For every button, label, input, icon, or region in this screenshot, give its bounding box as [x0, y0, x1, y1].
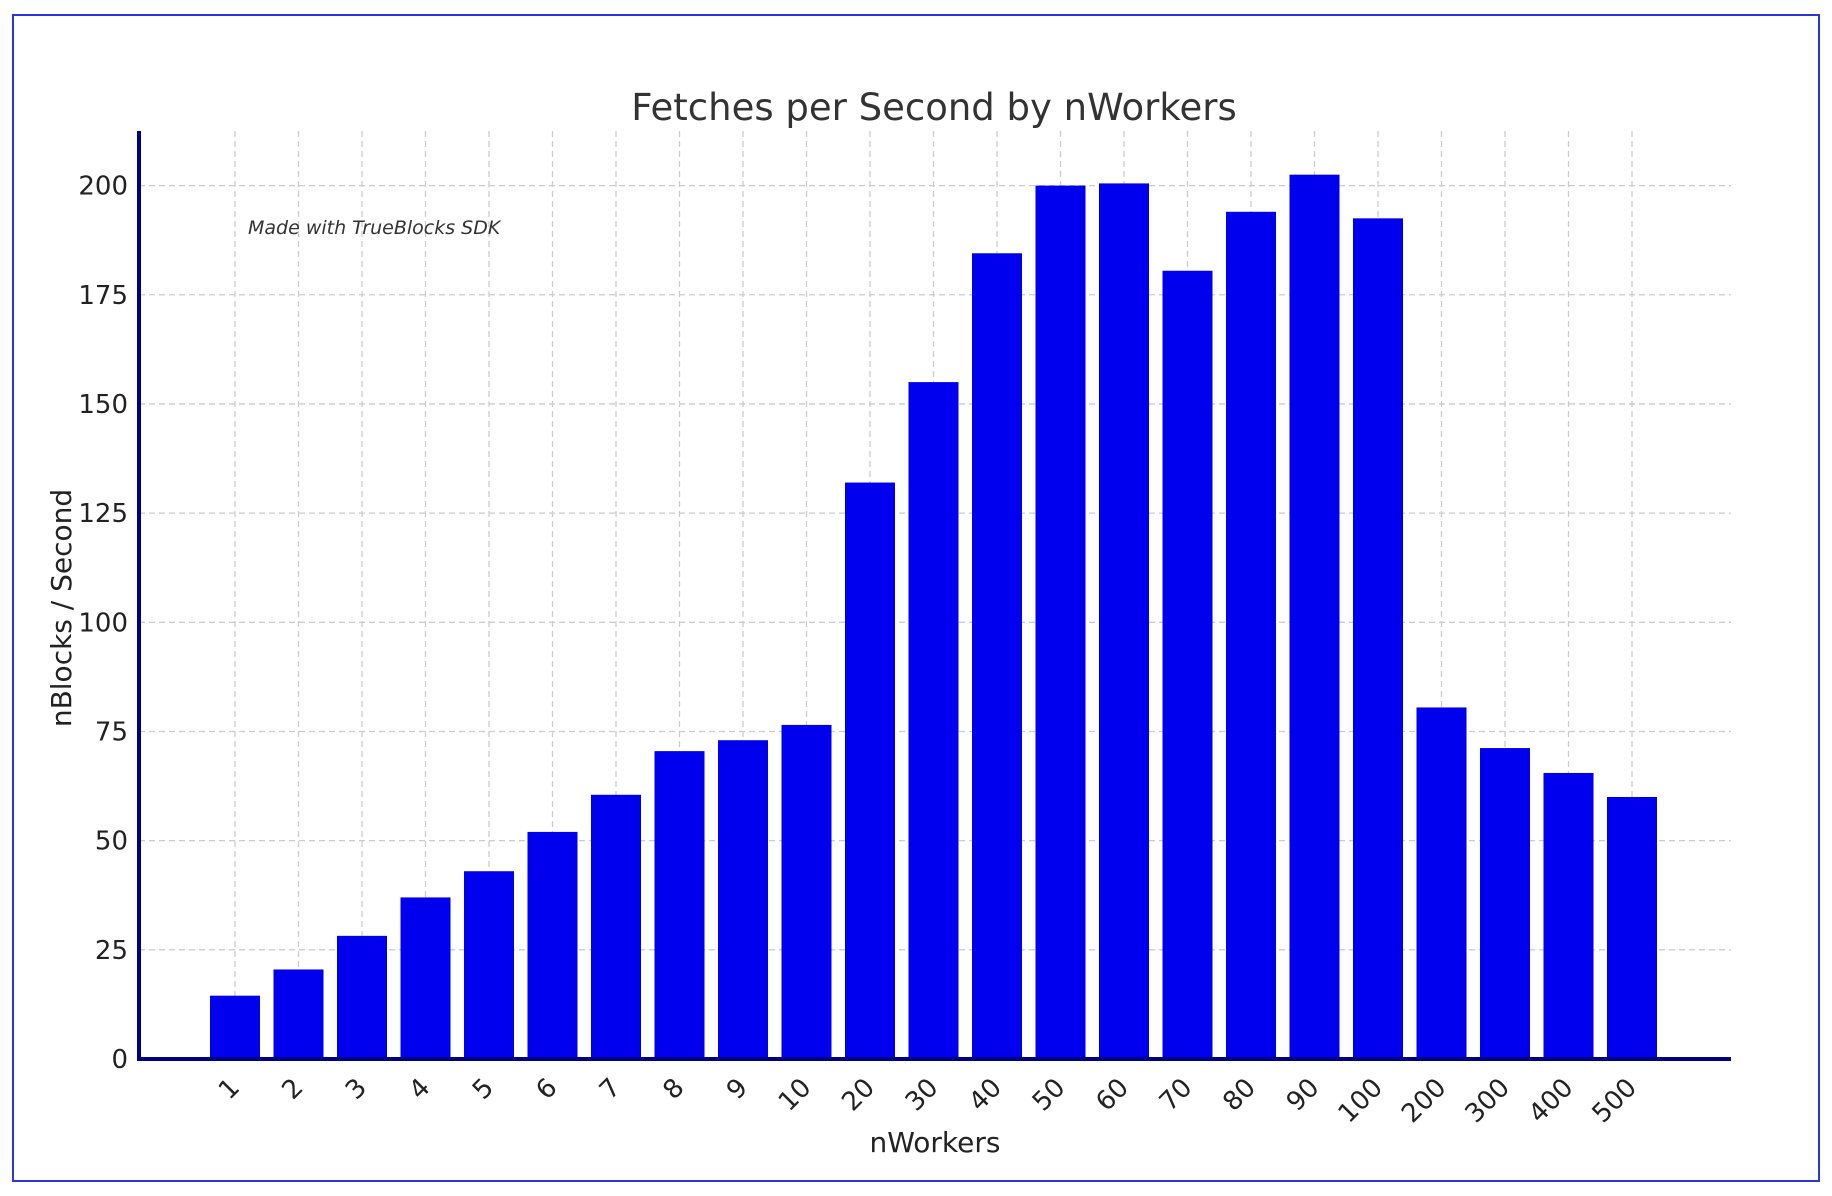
- bar-400: [1543, 772, 1594, 1059]
- bar-100: [1353, 218, 1403, 1059]
- bar-chart: 0 25 50 75 100 125 150 175 200 1 2 3 4 5 6 7 8 9 10 20 30 40 5…: [45, 86, 1731, 1159]
- x-tick-label: 30: [900, 1073, 945, 1118]
- bar-9: [718, 740, 768, 1059]
- x-tick-label: 9: [721, 1073, 754, 1106]
- bar-300: [1480, 748, 1530, 1059]
- chart-title: Fetches per Second by nWorkers: [631, 86, 1237, 129]
- x-tick-label: 10: [773, 1073, 818, 1118]
- axes: [137, 131, 1731, 1061]
- x-tick-label: 60: [1090, 1073, 1135, 1118]
- y-tick-label: 200: [78, 172, 128, 202]
- x-tick-label: 300: [1460, 1073, 1516, 1129]
- bar-2: [273, 969, 324, 1059]
- x-tick-label: 90: [1281, 1073, 1326, 1118]
- bar-1: [210, 995, 260, 1059]
- x-tick-label: 6: [531, 1073, 564, 1106]
- bar-80: [1226, 211, 1276, 1059]
- bar-20: [845, 482, 895, 1060]
- x-tick-label: 40: [963, 1073, 1008, 1118]
- bar-3: [337, 935, 387, 1059]
- y-tick-label: 50: [95, 827, 128, 857]
- y-tick-label: 25: [95, 936, 128, 966]
- bar-8: [654, 751, 705, 1059]
- bar-5: [464, 871, 514, 1059]
- y-tick-label: 175: [78, 281, 128, 311]
- bar-10: [781, 724, 832, 1059]
- x-tick-label: 500: [1587, 1073, 1643, 1129]
- bar-30: [908, 382, 959, 1059]
- bar-50: [1035, 185, 1086, 1059]
- bar-90: [1289, 174, 1340, 1059]
- x-tick-label: 1: [213, 1073, 246, 1106]
- y-tick-label: 125: [78, 499, 128, 529]
- x-axis-label: nWorkers: [870, 1126, 1001, 1159]
- x-tick-label: 100: [1333, 1073, 1389, 1129]
- y-tick-label: 75: [95, 717, 128, 747]
- x-tick-label: 8: [658, 1073, 691, 1106]
- bar-60: [1099, 183, 1149, 1059]
- x-tick-label: 400: [1523, 1073, 1579, 1129]
- bars: [210, 174, 1657, 1060]
- bar-6: [527, 831, 578, 1059]
- x-tick-label: 3: [340, 1073, 373, 1106]
- x-tick-label: 5: [467, 1073, 500, 1106]
- y-tick-label: 100: [78, 608, 128, 638]
- x-tick-label: 200: [1396, 1073, 1452, 1129]
- y-tick-label: 150: [78, 390, 128, 420]
- x-tick-label: 2: [277, 1073, 310, 1106]
- y-tick-label: 0: [111, 1045, 128, 1075]
- x-tick-label: 80: [1217, 1073, 1262, 1118]
- chart-frame: 0 25 50 75 100 125 150 175 200 1 2 3 4 5 6 7 8 9 10 20 30 40 5…: [12, 14, 1820, 1182]
- x-tick-label: 50: [1027, 1073, 1072, 1118]
- x-tick-label: 7: [594, 1073, 627, 1106]
- x-tick-label: 70: [1154, 1073, 1199, 1118]
- bar-4: [400, 897, 451, 1059]
- bar-70: [1162, 270, 1213, 1060]
- bar-200: [1416, 707, 1467, 1059]
- x-tick-label: 20: [836, 1073, 881, 1118]
- bar-7: [591, 794, 641, 1059]
- x-tick-label: 4: [404, 1073, 437, 1106]
- watermark-annotation: Made with TrueBlocks SDK: [248, 217, 502, 239]
- bar-500: [1607, 796, 1657, 1059]
- bar-40: [972, 253, 1022, 1059]
- y-axis-label: nBlocks / Second: [45, 489, 78, 727]
